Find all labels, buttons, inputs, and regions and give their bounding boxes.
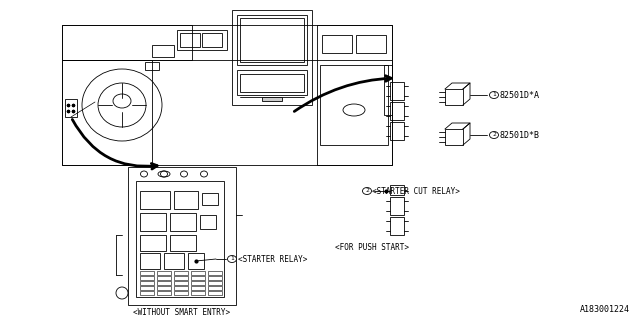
Bar bbox=[191, 281, 205, 285]
Bar bbox=[136, 181, 224, 297]
Bar bbox=[174, 271, 188, 275]
Bar bbox=[157, 281, 171, 285]
Bar bbox=[191, 271, 205, 275]
Bar bbox=[157, 291, 171, 295]
Bar bbox=[191, 286, 205, 290]
Bar bbox=[191, 291, 205, 295]
Bar bbox=[202, 33, 222, 47]
Bar bbox=[174, 286, 188, 290]
Bar bbox=[170, 235, 196, 251]
Bar bbox=[320, 65, 388, 145]
Bar bbox=[157, 271, 171, 275]
Ellipse shape bbox=[362, 188, 371, 195]
Text: <FOR PUSH START>: <FOR PUSH START> bbox=[335, 243, 409, 252]
Bar bbox=[200, 215, 216, 229]
Bar bbox=[128, 167, 236, 305]
Text: <WITHOUT SMART ENTRY>: <WITHOUT SMART ENTRY> bbox=[133, 308, 230, 317]
Text: <STARTER CUT RELAY>: <STARTER CUT RELAY> bbox=[372, 187, 460, 196]
Bar bbox=[384, 65, 392, 115]
Bar bbox=[240, 74, 304, 92]
Bar bbox=[62, 60, 152, 165]
Bar bbox=[188, 253, 204, 269]
Ellipse shape bbox=[490, 132, 499, 139]
Bar bbox=[157, 286, 171, 290]
Bar bbox=[140, 291, 154, 295]
Bar bbox=[237, 70, 307, 95]
Bar bbox=[208, 271, 222, 275]
Ellipse shape bbox=[490, 92, 499, 99]
Text: 82501D*B: 82501D*B bbox=[499, 131, 539, 140]
Bar bbox=[208, 281, 222, 285]
Bar bbox=[390, 102, 404, 120]
Text: 2: 2 bbox=[492, 132, 496, 138]
Bar bbox=[180, 33, 200, 47]
Bar bbox=[140, 253, 160, 269]
Bar bbox=[390, 122, 404, 140]
Bar bbox=[390, 82, 404, 100]
Bar bbox=[140, 271, 154, 275]
Bar bbox=[170, 213, 196, 231]
Bar bbox=[157, 276, 171, 280]
Bar bbox=[208, 286, 222, 290]
Bar bbox=[390, 197, 404, 215]
Text: 1: 1 bbox=[492, 92, 496, 98]
Bar bbox=[145, 62, 159, 70]
Bar bbox=[445, 89, 463, 105]
Bar bbox=[390, 185, 404, 195]
Bar bbox=[208, 291, 222, 295]
Bar bbox=[191, 276, 205, 280]
Text: 82501D*A: 82501D*A bbox=[499, 91, 539, 100]
Bar bbox=[164, 253, 184, 269]
Bar bbox=[140, 276, 154, 280]
Bar bbox=[237, 15, 307, 65]
Bar bbox=[174, 276, 188, 280]
Bar bbox=[208, 276, 222, 280]
Text: A183001224: A183001224 bbox=[580, 305, 630, 314]
Ellipse shape bbox=[227, 255, 237, 262]
Bar bbox=[445, 129, 463, 145]
Bar bbox=[174, 191, 198, 209]
Bar bbox=[240, 18, 304, 62]
Bar bbox=[140, 213, 166, 231]
Bar bbox=[202, 193, 218, 205]
Text: 2: 2 bbox=[365, 188, 369, 194]
Bar bbox=[140, 281, 154, 285]
Bar bbox=[140, 235, 166, 251]
Bar bbox=[390, 217, 404, 235]
Bar bbox=[174, 291, 188, 295]
Bar bbox=[140, 286, 154, 290]
Bar bbox=[62, 25, 192, 60]
Bar bbox=[65, 99, 77, 117]
Text: 1: 1 bbox=[230, 257, 234, 261]
Bar bbox=[140, 191, 170, 209]
Bar bbox=[232, 10, 312, 105]
Bar bbox=[262, 97, 282, 101]
Bar bbox=[177, 30, 227, 50]
Bar bbox=[174, 281, 188, 285]
Text: <STARTER RELAY>: <STARTER RELAY> bbox=[238, 254, 307, 263]
Bar bbox=[317, 25, 392, 165]
Bar bbox=[356, 35, 386, 53]
Bar bbox=[62, 25, 392, 165]
Bar bbox=[152, 45, 174, 57]
Bar bbox=[322, 35, 352, 53]
